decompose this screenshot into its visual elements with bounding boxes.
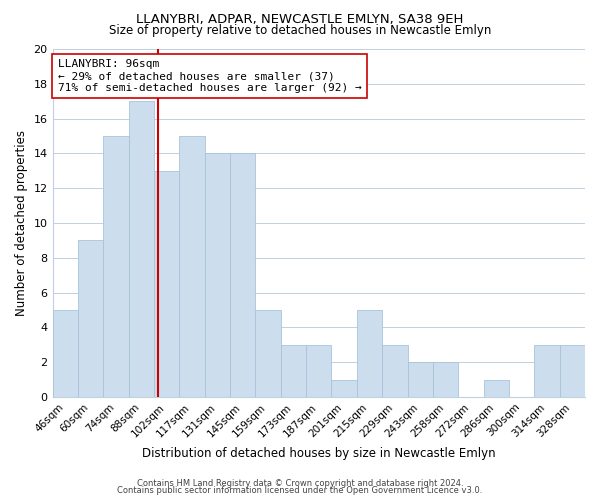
Bar — [357, 310, 382, 397]
Bar — [306, 345, 331, 397]
Bar — [407, 362, 433, 397]
Bar — [103, 136, 128, 397]
Text: Size of property relative to detached houses in Newcastle Emlyn: Size of property relative to detached ho… — [109, 24, 491, 37]
Bar — [53, 310, 78, 397]
Bar — [382, 345, 407, 397]
Text: Contains HM Land Registry data © Crown copyright and database right 2024.: Contains HM Land Registry data © Crown c… — [137, 478, 463, 488]
Bar — [179, 136, 205, 397]
Y-axis label: Number of detached properties: Number of detached properties — [15, 130, 28, 316]
Bar — [433, 362, 458, 397]
Bar — [154, 171, 179, 397]
Text: LLANYBRI, ADPAR, NEWCASTLE EMLYN, SA38 9EH: LLANYBRI, ADPAR, NEWCASTLE EMLYN, SA38 9… — [136, 12, 464, 26]
Bar — [560, 345, 585, 397]
Bar — [205, 154, 230, 397]
Bar — [256, 310, 281, 397]
Bar — [534, 345, 560, 397]
Text: LLANYBRI: 96sqm
← 29% of detached houses are smaller (37)
71% of semi-detached h: LLANYBRI: 96sqm ← 29% of detached houses… — [58, 60, 362, 92]
Bar — [230, 154, 256, 397]
X-axis label: Distribution of detached houses by size in Newcastle Emlyn: Distribution of detached houses by size … — [142, 447, 496, 460]
Bar — [128, 101, 154, 397]
Bar — [484, 380, 509, 397]
Bar — [331, 380, 357, 397]
Bar — [78, 240, 103, 397]
Bar — [281, 345, 306, 397]
Text: Contains public sector information licensed under the Open Government Licence v3: Contains public sector information licen… — [118, 486, 482, 495]
